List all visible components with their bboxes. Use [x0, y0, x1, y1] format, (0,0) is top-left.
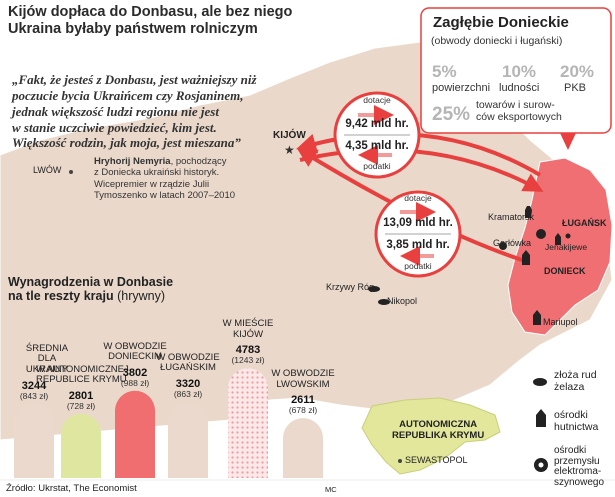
chart-title: Kijów dopłaca do Donbasu, ale bez niego … [8, 4, 292, 37]
tax-arrow-1 [299, 148, 544, 192]
flow-label: dotacje [363, 95, 391, 105]
stat-label: PKB [564, 82, 587, 94]
city-label-gorlowka: Gorłówka [493, 238, 532, 248]
quote-line: Większość rodzin, jak moja, jest mieszan… [12, 135, 241, 151]
bar-pln-label: (988 zł) [120, 377, 150, 388]
bar-category-label: W OBWODZIE ŁUGAŃSKIM [156, 351, 220, 374]
credit: MC [325, 485, 337, 494]
box-subtitle: (obwody doniecki i ługański) [431, 35, 563, 47]
bar-pln-label: (678 zł) [288, 405, 318, 416]
steelworks-icon [525, 206, 532, 218]
city-label-nikopol: Nikopol [387, 296, 418, 306]
source-note: Źródło: Ukrstat, The Economist [6, 483, 137, 494]
steelworks-icon [522, 250, 530, 265]
city-label-kijow: KIJÓW [273, 130, 306, 141]
quote: „Fakt, że jesteś z Donbasu, jest ważniej… [12, 72, 257, 151]
bar-pln-label: (843 zł) [19, 390, 49, 401]
bar-category-label: W OBWODZIE DONIECKIM [103, 340, 167, 363]
quote-line: poczucie bycia Ukraińcem czy Rosjaninem, [12, 87, 244, 103]
stat-value: 25% [432, 104, 471, 125]
steelworks-icon [533, 310, 541, 325]
wage-bar [61, 413, 101, 478]
quote-line: „Fakt, że jesteś z Donbasu, jest ważniej… [12, 72, 257, 87]
quote-author: Hryhorij Nemyria [94, 156, 171, 167]
bar-value-label: 3802 [122, 366, 148, 379]
legend-electro: ośrodki przemysłu elektroma- szynowego [554, 445, 605, 488]
city-label-jenakijewe: Jenakijewe [545, 242, 588, 252]
flow-value: 3,85 mld hr. [386, 239, 450, 251]
wage-bar [283, 418, 323, 478]
stat-value: 5% [432, 62, 457, 81]
info-box [420, 7, 612, 134]
flow-label: podatki [404, 261, 432, 271]
city-label-donieck: DONIECK [544, 266, 586, 276]
bar-category-label: W OBWODZIE LWOWSKIM [271, 368, 335, 390]
flow-value: 13,09 mld hr. [383, 217, 453, 229]
stat-label: towarów i surow- ców eksportowych [476, 99, 562, 123]
bar-category-label: ŚREDNIA DLA UKRAINY [25, 342, 69, 375]
city-label-mariupol: Mariupol [543, 317, 578, 327]
gear-icon [536, 229, 546, 239]
stat-value: 20% [560, 62, 595, 81]
box-title: Zagłębie Donieckie [433, 14, 569, 31]
flow-value: 9,42 mld hr. [345, 118, 409, 130]
city-label-lugansk: ŁUGAŃSK [562, 218, 607, 228]
legend-steel: ośrodki hutnictwa [554, 409, 599, 434]
city-label-kramatorsk: Kramatorsk [488, 212, 535, 222]
stat-label: ludności [499, 82, 540, 94]
bar-pln-label: (1243 zł) [231, 355, 265, 366]
donbas-region [507, 157, 613, 336]
subsidy-arrow-1 [296, 131, 542, 177]
flow-label: dotacje [404, 193, 432, 203]
lwow-dot [69, 170, 73, 174]
crimea-label: AUTONOMICZNA REPUBLIKA KRYMU [392, 419, 485, 441]
bar-category-label: W MIEŚCIE KIJÓW [222, 318, 274, 340]
crimea-region [361, 397, 501, 475]
wage-bar [115, 390, 155, 478]
sewastopol-dot [398, 459, 402, 463]
ore-deposit-icon [368, 286, 380, 292]
city-label-krzywy-rog: Krzywy Róg [326, 282, 375, 292]
bar-pln-label: (863 zł) [173, 388, 203, 399]
quote-line: jednak większość ludzi regionu nie jest [12, 103, 219, 119]
quote-line: w stanie uczciwie powiedzieć, kim jest. [12, 119, 217, 135]
gear-icon [499, 242, 507, 250]
bar-value-label: 3244 [21, 379, 47, 392]
city-label-lwow: LWÓW [33, 165, 62, 175]
title-line-2: Ukraina byłaby państwem rolniczym [8, 20, 258, 37]
wages-title: Wynagrodzenia w Donbasie na tle reszty k… [8, 275, 174, 304]
ore-deposit-icon [533, 378, 547, 386]
bar-value-label: 2611 [291, 394, 315, 407]
stat-value: 10% [502, 62, 537, 81]
legend-ores: złoża rud żelaza [554, 369, 597, 394]
flow-label: podatki [363, 161, 391, 171]
bar-value-label: 2801 [68, 389, 94, 402]
city-dot [565, 233, 571, 239]
city-label-sewastopol: SEWASTOPOL [405, 455, 468, 465]
title-line-1: Kijów dopłaca do Donbasu, ale bez niego [8, 4, 293, 20]
stat-label: powierzchni [432, 82, 491, 94]
ore-deposit-icon [378, 299, 390, 305]
bar-pln-label: (728 zł) [66, 400, 96, 411]
steelworks-icon [555, 233, 561, 245]
bar-category-label: W AUTONOMICZNEJ REPUBLICE KRYMU [36, 363, 129, 386]
star-icon: ★ [284, 143, 295, 157]
wage-bar [168, 401, 208, 478]
wage-bar [14, 403, 54, 478]
steelworks-icon [536, 409, 546, 427]
wage-bars [14, 368, 323, 478]
bar-value-label: 3320 [175, 377, 201, 390]
flow-value: 4,35 mld hr. [345, 140, 409, 152]
bar-value-label: 4783 [235, 344, 261, 357]
wage-bar [228, 368, 268, 478]
quote-attribution: Hryhorij Nemyria, pochodzący z Doniecka … [94, 156, 236, 202]
